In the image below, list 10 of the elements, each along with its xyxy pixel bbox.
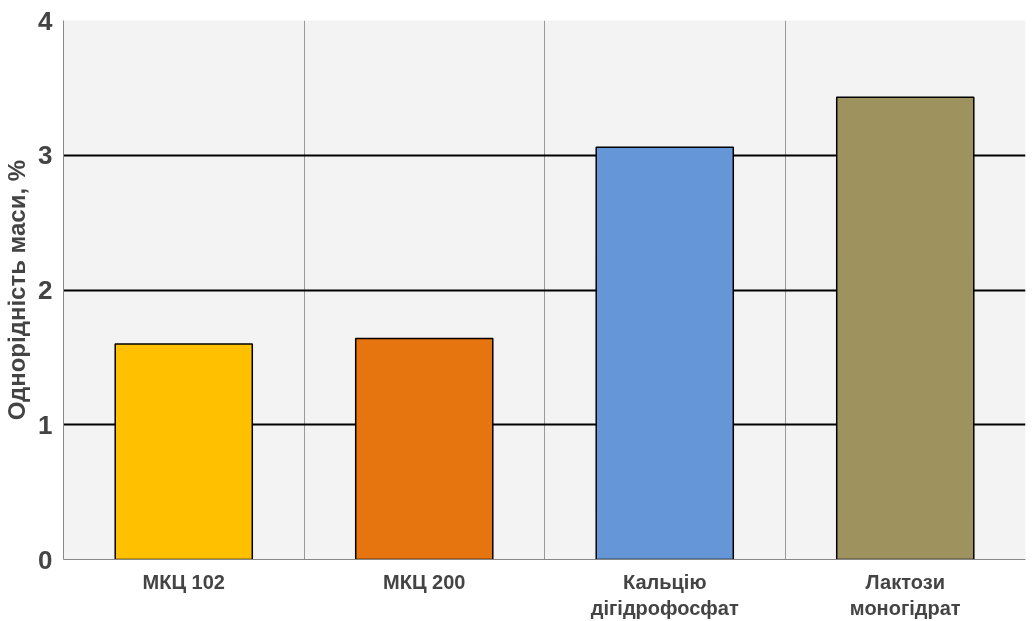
y-tick-label: 3 [38,140,53,171]
y-tick-label: 0 [38,544,53,575]
y-tick-label: 4 [38,5,54,36]
x-tick-label: МКЦ 200 [383,570,466,593]
x-tick-label: Кальцію дігідрофосфат [590,570,739,619]
x-tick-label: Лактози моногідрат [849,570,961,619]
x-tick-label: МКЦ 102 [142,570,225,593]
y-axis-title: Однорідність маси, % [3,159,31,421]
y-tick-label: 1 [38,409,53,440]
y-tick-label: 2 [38,275,53,305]
